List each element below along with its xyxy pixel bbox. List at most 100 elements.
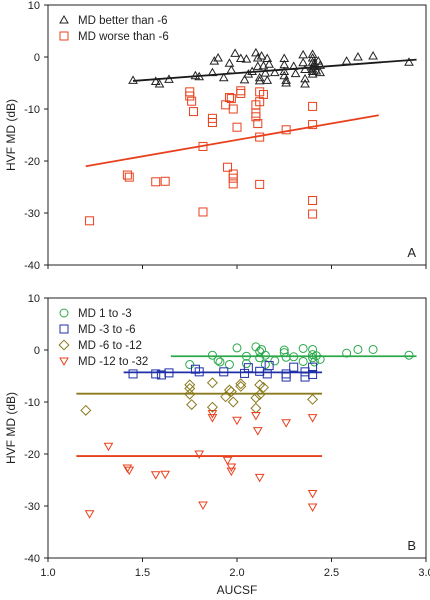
data-point [341,56,352,65]
x-tick-label: 1.0 [40,567,55,579]
legend-marker [58,339,70,351]
x-tick-label: 3.0 [418,567,430,579]
data-point [226,467,237,477]
series-md-3-to-6 [128,361,318,382]
data-point [368,50,378,60]
data-point [298,49,309,59]
data-point [281,125,291,135]
data-point [289,352,299,362]
data-point [264,59,274,68]
data-point [255,353,265,363]
data-point [298,356,308,366]
data-point [213,355,223,365]
x-tick-label: 2.0 [229,567,244,579]
data-point [215,357,225,367]
data-point [185,91,195,101]
data-point [239,74,250,84]
plot-frame [47,4,427,266]
data-point [251,47,261,57]
y-tick-label: 0 [34,52,40,64]
data-point [247,66,257,76]
data-point [207,409,218,419]
data-point [309,58,320,67]
data-point [260,350,270,360]
data-point [236,86,246,96]
data-point [236,88,246,98]
chart-panel-b: 10 0 -10 -20 -30 -401.0 1.5 2.0 2.5 3.0 HVF MD (dB… [4,293,430,597]
data-point [250,402,262,414]
data-point [198,207,208,217]
data-point [243,69,254,78]
data-point [250,392,262,404]
y-tick-label: -10 [24,104,40,116]
y-tick-label: -40 [24,260,40,272]
data-point [258,60,269,70]
data-point [307,503,318,513]
data-point [288,61,299,70]
data-point [256,50,267,60]
legend-marker [59,31,69,41]
data-point [224,58,235,67]
data-point [251,112,261,122]
data-point [258,89,268,99]
data-point [308,101,318,111]
data-point [206,401,218,413]
data-point [198,141,208,151]
data-point [232,416,242,426]
y-tick-label: -30 [24,208,40,220]
data-point [85,216,95,226]
data-point [255,132,265,142]
legend-label: MD -6 to -12 [78,340,142,352]
data-point [315,354,325,364]
data-point [128,369,138,379]
data-point [213,53,223,62]
data-point [235,378,247,390]
data-point [251,412,261,421]
legend-label: MD better than -6 [78,15,167,27]
data-point [235,53,246,63]
data-point [311,66,322,75]
data-point [232,343,242,353]
data-point [226,94,236,104]
data-point [151,369,161,379]
data-point [150,471,161,480]
data-point [160,470,171,480]
data-point [279,348,289,358]
data-point [122,464,133,474]
data-point [262,75,273,84]
data-point [207,414,218,423]
fit-line-md-worse-than-6 [85,114,379,168]
y-tick-label: -10 [24,397,40,409]
data-point [281,77,292,87]
data-point [281,369,291,379]
data-point [194,71,205,81]
data-point [300,73,310,83]
data-point [260,68,271,77]
data-point [164,368,174,378]
data-point [207,118,217,128]
series-md-worse-than-6 [85,86,318,226]
data-point [254,75,265,85]
data-point [281,372,291,382]
legend: MD better than -6 MD worse than -6 [59,14,169,43]
data-point [252,427,263,436]
data-point [218,72,229,82]
data-point [252,53,263,62]
data-point [227,396,239,408]
y-tick-label: -20 [24,156,40,168]
data-point [189,107,199,117]
y-tick-label: -40 [24,553,40,565]
data-point [315,67,326,77]
x-axis-label: AUCSF [217,583,258,597]
data-point [185,360,195,370]
data-point [243,363,253,373]
data-point [404,350,414,360]
data-point [184,382,196,394]
data-point [226,64,237,74]
data-point [270,356,280,366]
legend-label: MD 1 to -3 [78,308,132,320]
fit-line-md-better-than-6 [132,58,417,82]
y-tick-label: 10 [28,293,40,305]
series-md-12-to-32 [84,409,318,519]
data-point [255,366,265,376]
